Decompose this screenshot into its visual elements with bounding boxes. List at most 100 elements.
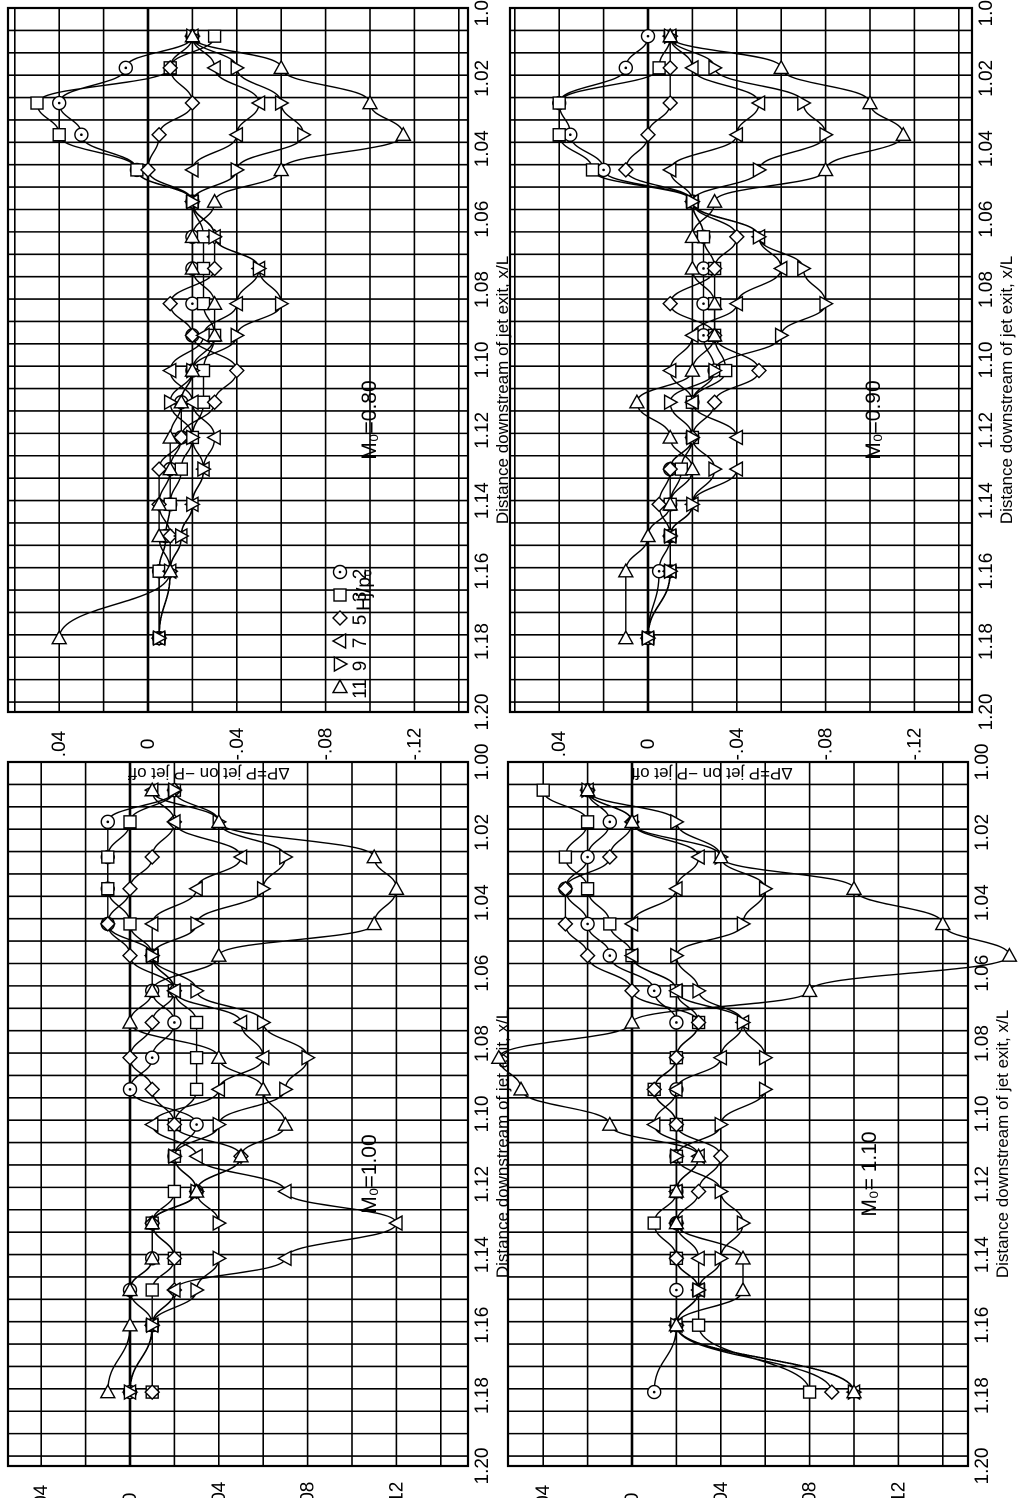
- series-line-triangle-up: [498, 790, 1011, 1393]
- data-point-square: [536, 783, 550, 797]
- data-point-triangle-right: [212, 1250, 228, 1267]
- series-line-triangle-right: [586, 789, 855, 1393]
- data-point-triangle-up: [623, 813, 641, 829]
- data-point-diamond: [144, 1384, 161, 1401]
- data-point-diamond: [166, 1250, 183, 1267]
- data-point-triangle-up: [662, 428, 679, 444]
- data-point-triangle-up: [121, 1316, 139, 1332]
- data-point-triangle-up: [895, 126, 912, 142]
- x-tick-label: 1.20: [976, 694, 997, 731]
- data-point-triangle-up: [617, 562, 634, 578]
- data-point-diamond: [206, 394, 223, 411]
- data-point-square: [552, 128, 566, 142]
- data-point-diamond: [823, 1384, 840, 1401]
- data-point-triangle-right: [663, 394, 679, 411]
- data-point-triangle-right: [758, 1081, 774, 1098]
- data-point-triangle-right: [274, 94, 290, 112]
- data-point-triangle-right: [736, 1014, 752, 1031]
- data-point-triangle-right: [670, 813, 685, 831]
- data-point-triangle-right: [186, 193, 201, 210]
- chart-panel-bottom-left: 1.00 1.02 1.04 1.06 1.08 1.10 1.12 1.14 1.16 1.18…: [6, 744, 512, 1498]
- x-tick-label: 1.04: [472, 884, 493, 921]
- data-point-diamond: [668, 1116, 685, 1133]
- data-point-triangle-up: [277, 1116, 294, 1131]
- x-tick-label: 1.02: [472, 60, 493, 97]
- data-point-triangle-right: [736, 1214, 752, 1232]
- legend-label: 9: [350, 661, 371, 672]
- x-tick-label: 1.04: [976, 130, 997, 167]
- data-point-triangle-up: [162, 460, 179, 476]
- data-point-triangle-right: [190, 982, 206, 999]
- data-point-triangle-up: [162, 562, 179, 578]
- data-point-triangle-right: [774, 327, 790, 344]
- data-point-triangle-left: [712, 1049, 728, 1066]
- data-point-triangle-up: [206, 295, 223, 310]
- data-point-triangle-left: [667, 880, 683, 897]
- data-point-triangle-right: [197, 460, 212, 478]
- grid-lines: [8, 7, 468, 712]
- series-line-circle: [58, 35, 194, 639]
- data-point-triangle-right: [758, 880, 774, 897]
- chart-panel-bottom-right: 1.00 1.02 1.04 1.06 1.08 1.10 1.12 1.14 1.16 1.18…: [490, 744, 1018, 1498]
- data-point-square: [101, 850, 115, 864]
- x-axis-label: Distance downstream of jet exit, x/L: [993, 1010, 1012, 1278]
- x-tick-label: 1.16: [472, 553, 493, 590]
- x-tick-label: 1.20: [472, 694, 493, 731]
- data-point-triangle-up: [684, 362, 701, 377]
- data-point-diamond: [184, 95, 201, 112]
- data-point-square: [174, 462, 189, 476]
- data-point-diamond: [166, 1116, 183, 1133]
- data-point-diamond: [662, 95, 679, 112]
- data-point-triangle-left: [183, 161, 199, 179]
- x-tick-label: 1.12: [472, 1166, 493, 1203]
- data-point-triangle-right: [736, 915, 752, 933]
- data-point-triangle-left: [645, 1116, 661, 1133]
- data-point-triangle-right: [758, 1049, 774, 1066]
- data-point-triangle-up: [662, 27, 679, 43]
- data-point-triangle-left: [661, 161, 677, 179]
- data-point-triangle-up: [188, 1182, 205, 1198]
- plot-frame: [6, 760, 470, 1468]
- data-point-square: [802, 1385, 817, 1399]
- y-tick-label: -.08: [316, 728, 337, 761]
- data-point-triangle-right: [168, 781, 183, 799]
- series-triangle-up: [490, 781, 1018, 1399]
- data-point-diamond: [122, 947, 138, 964]
- y-axis-label: ΔP=P jet on −P jet off: [631, 764, 793, 783]
- data-point-triangle-up: [845, 880, 863, 896]
- series-circle: [558, 782, 684, 1400]
- data-point-triangle-up: [184, 27, 201, 43]
- data-point-circle-center: [675, 1288, 678, 1292]
- y-tick-label: -.12: [386, 1482, 407, 1498]
- data-point-triangle-right: [714, 1183, 730, 1200]
- data-point-square: [123, 917, 137, 931]
- data-point-triangle-right: [163, 394, 179, 411]
- data-point-triangle-up: [150, 495, 168, 511]
- x-tick-label: 1.08: [472, 271, 493, 308]
- y-tick-label: .04: [533, 1484, 554, 1498]
- grid-lines: [510, 7, 972, 712]
- data-point-circle-center: [128, 1088, 132, 1091]
- x-tick-label: 1.10: [976, 342, 997, 379]
- data-point-circle-center: [150, 1056, 154, 1059]
- data-point-diamond: [184, 327, 201, 344]
- data-point-triangle-right: [230, 59, 246, 77]
- y-tick-label: -.04: [727, 727, 748, 760]
- data-point-square: [189, 1015, 204, 1030]
- data-point-diamond: [162, 528, 179, 544]
- data-point-triangle-up: [934, 915, 951, 931]
- mach-label: M₀=0.80: [358, 380, 381, 459]
- chart-panel-top-left: 1.00 1.02 1.04 1.06 1.08 1.10 1.12 1.14 1.16 1.18…: [6, 0, 512, 783]
- x-tick-label: 1.06: [472, 955, 493, 992]
- data-point-circle-center: [57, 101, 61, 105]
- data-point-triangle-right: [212, 1214, 228, 1232]
- data-point-triangle-up: [184, 260, 201, 275]
- legend-marker-square: [333, 588, 347, 602]
- data-point-square: [691, 1318, 706, 1332]
- data-point-square: [52, 128, 66, 142]
- data-point-triangle-up: [210, 947, 227, 962]
- data-point-triangle-right: [279, 1081, 294, 1098]
- data-point-triangle-right: [174, 527, 190, 545]
- data-point-triangle-up: [817, 161, 834, 177]
- x-tick-label: 1.16: [976, 553, 997, 590]
